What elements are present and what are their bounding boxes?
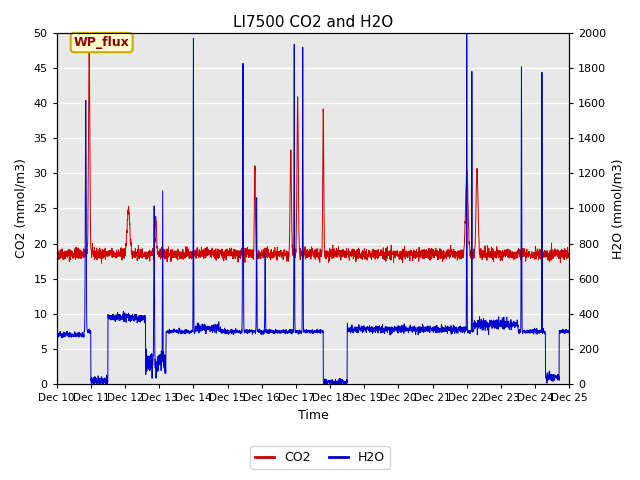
Legend: CO2, H2O: CO2, H2O [250,446,390,469]
Y-axis label: CO2 (mmol/m3): CO2 (mmol/m3) [15,158,28,258]
Text: WP_flux: WP_flux [74,36,129,49]
Y-axis label: H2O (mmol/m3): H2O (mmol/m3) [612,158,625,259]
Title: LI7500 CO2 and H2O: LI7500 CO2 and H2O [233,15,393,30]
X-axis label: Time: Time [298,409,328,422]
